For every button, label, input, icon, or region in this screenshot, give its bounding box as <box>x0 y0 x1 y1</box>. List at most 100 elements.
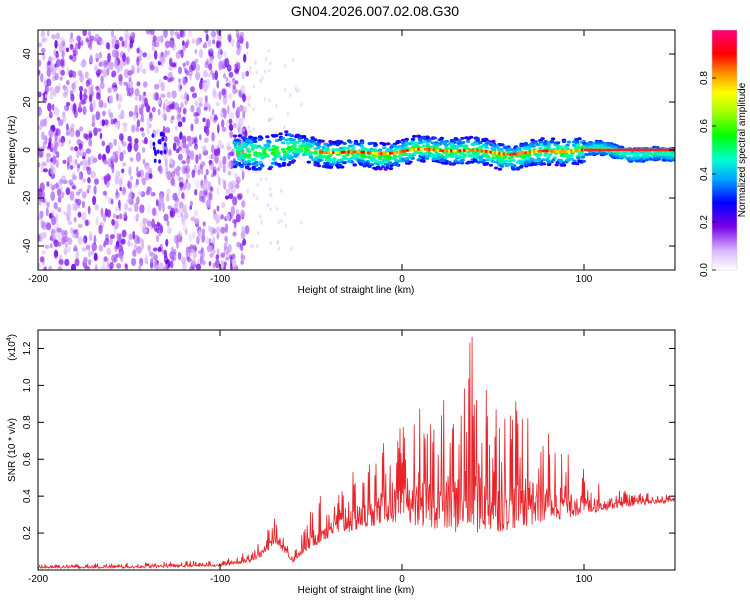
x-tick-label: 0 <box>399 274 405 285</box>
heatmap-cell <box>129 157 134 162</box>
heatmap-cell <box>123 39 128 49</box>
heatmap-cell <box>107 174 112 181</box>
heatmap-cell <box>252 127 256 132</box>
heatmap-cell <box>236 39 240 50</box>
heatmap-cell <box>38 234 41 242</box>
heatmap-cell <box>239 31 245 38</box>
heatmap-cell <box>491 140 496 144</box>
heatmap-cell <box>40 219 45 229</box>
y-tick-label: 1.0 <box>22 378 33 392</box>
heatmap-cell <box>177 251 182 261</box>
heatmap-cell <box>85 244 91 250</box>
heatmap-cell <box>439 149 442 152</box>
heatmap-cell <box>493 166 499 170</box>
heatmap-cell <box>252 153 258 157</box>
heatmap-cell <box>362 150 366 154</box>
heatmap-cell <box>187 252 192 258</box>
heatmap-cell <box>526 151 530 154</box>
heatmap-cell <box>132 230 136 240</box>
heatmap-cell <box>59 76 63 81</box>
heatmap-cell <box>153 223 158 232</box>
heatmap-cell <box>141 68 147 75</box>
heatmap-cell <box>142 158 146 165</box>
snr-x-axis: -200 -100 0 100 <box>28 330 593 585</box>
heatmap-cell <box>54 250 59 257</box>
heatmap-cell <box>463 149 466 152</box>
heatmap-cell <box>457 139 462 143</box>
heatmap-cell <box>165 41 170 49</box>
heatmap-cell <box>235 213 241 223</box>
heatmap-cell <box>129 175 134 181</box>
heatmap-cell <box>495 145 500 149</box>
colorbar-gradient <box>712 30 737 270</box>
heatmap-cell <box>40 47 46 54</box>
heatmap-cell <box>200 249 205 259</box>
heatmap-cell <box>46 181 50 187</box>
heatmap-cell <box>341 154 347 158</box>
heatmap-cell <box>443 161 449 165</box>
heatmap-cell <box>498 159 503 163</box>
heatmap-cell <box>95 216 99 226</box>
heatmap-cell <box>107 61 111 72</box>
heatmap-cell <box>334 151 337 155</box>
heatmap-cell <box>231 258 237 268</box>
heatmap-cell <box>524 151 527 155</box>
heatmap-cell <box>195 179 200 189</box>
heatmap-cell <box>200 169 204 175</box>
heatmap-cell <box>211 161 215 171</box>
heatmap-cell <box>354 150 357 154</box>
heatmap-cell <box>252 158 257 161</box>
heatmap-cell <box>128 110 133 118</box>
heatmap-cell <box>208 191 213 202</box>
heatmap-cell <box>504 152 508 156</box>
heatmap-cell <box>93 185 97 195</box>
heatmap-cell <box>430 141 435 145</box>
heatmap-cell <box>546 155 551 159</box>
heatmap-cell <box>240 209 246 218</box>
heatmap-cell <box>43 266 47 270</box>
heatmap-cell <box>142 228 148 233</box>
heatmap-cell <box>210 226 215 236</box>
heatmap-cell <box>222 73 227 79</box>
x-tick-label: 0 <box>399 574 405 585</box>
heatmap-cell <box>476 160 481 164</box>
heatmap-cell <box>178 182 184 188</box>
heatmap-cell <box>94 204 99 211</box>
heatmap-cell <box>319 150 322 154</box>
heatmap-cell <box>152 247 158 252</box>
heatmap-cell <box>71 82 75 90</box>
heatmap-cell <box>52 226 57 232</box>
heatmap-cell <box>193 138 197 144</box>
heatmap-cell <box>227 105 230 115</box>
heatmap-cell <box>137 191 143 196</box>
heatmap-cell <box>263 69 267 74</box>
heatmap-cell <box>297 88 300 93</box>
heatmap-cell <box>156 221 160 227</box>
heatmap-cell <box>196 106 201 117</box>
heatmap-cell <box>580 152 585 156</box>
heatmap-cell <box>602 152 607 156</box>
heatmap-cell <box>78 85 84 92</box>
heatmap-cell <box>121 40 125 47</box>
heatmap-cell <box>475 151 480 155</box>
heatmap-cell <box>346 139 352 143</box>
heatmap-cell <box>448 149 451 153</box>
heatmap-cell <box>143 136 148 145</box>
heatmap-cell <box>182 78 187 86</box>
heatmap-cell <box>261 149 267 153</box>
heatmap-cell <box>228 151 234 157</box>
heatmap-cell <box>170 171 176 179</box>
heatmap-cell <box>39 256 45 263</box>
heatmap-cell <box>452 149 455 153</box>
heatmap-cell <box>181 160 186 165</box>
heatmap-cell <box>460 136 465 140</box>
heatmap-cell <box>225 76 229 83</box>
heatmap-cell <box>226 188 230 195</box>
heatmap-cell <box>558 145 563 149</box>
heatmap-cell <box>40 148 44 158</box>
heatmap-cell <box>57 196 62 203</box>
heatmap-cell <box>135 126 140 133</box>
colorbar-label: Normalized spectral amplitude <box>737 82 748 217</box>
heatmap-cell <box>54 39 58 49</box>
heatmap-cell <box>137 62 144 72</box>
